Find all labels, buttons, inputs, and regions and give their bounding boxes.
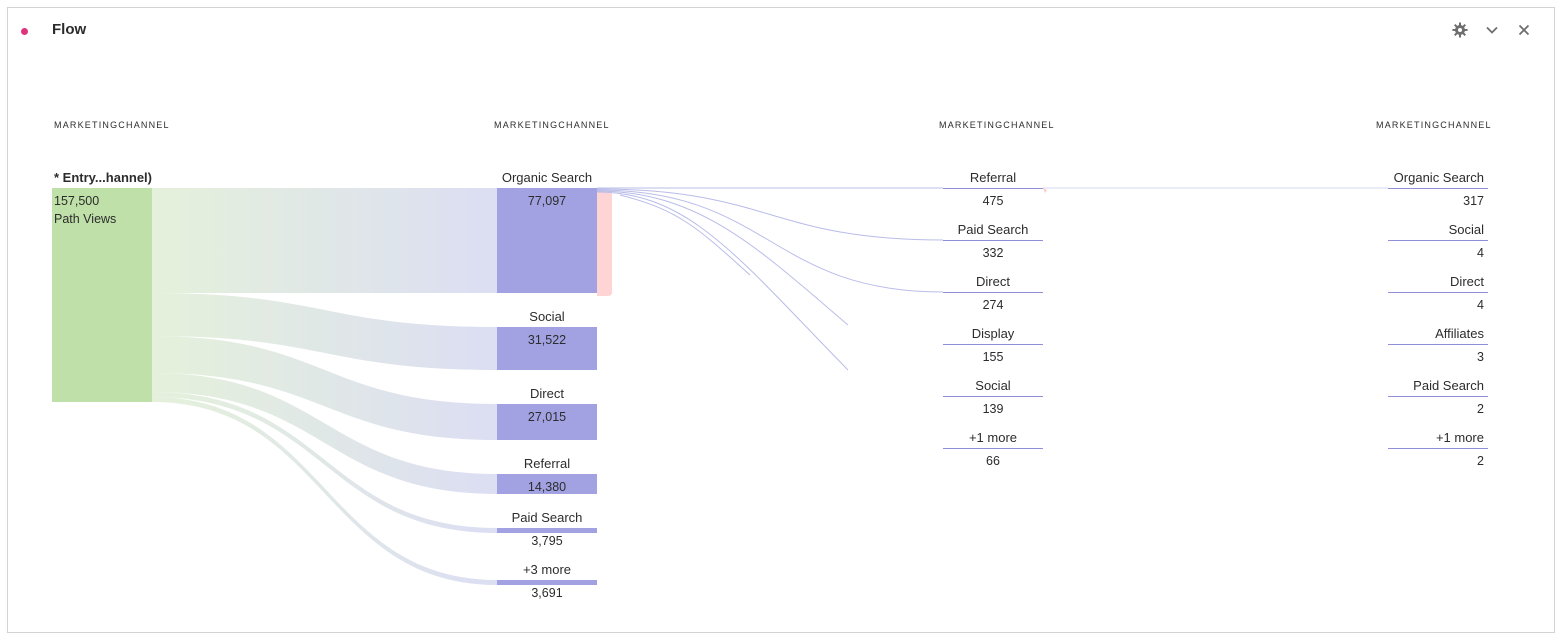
step1-node-value: 14,380 <box>527 480 567 494</box>
entry-node-value: 157,500 <box>54 194 100 208</box>
step2-node-referral[interactable] <box>943 188 1043 189</box>
flow-organic-more[interactable] <box>619 194 751 276</box>
flow-entry-referral[interactable] <box>152 373 497 494</box>
step3-node-value: 4 <box>1477 246 1484 260</box>
panel-status-dot <box>21 28 28 35</box>
entry-node-label: * Entry...hannel) <box>54 170 152 185</box>
step3-node-value: 3 <box>1477 350 1484 364</box>
step1-node-value: 3,691 <box>531 586 563 600</box>
column-header-2: MARKETINGCHANNEL <box>494 120 610 130</box>
flow-organic-social[interactable] <box>596 191 849 371</box>
close-icon[interactable] <box>1514 20 1534 40</box>
step1-node-value: 31,522 <box>527 333 567 347</box>
step1-node-label: Organic Search <box>501 170 593 185</box>
step1-node-value: 77,097 <box>527 194 567 208</box>
step3-node-direct[interactable] <box>1388 292 1488 293</box>
panel-title: Flow <box>52 21 87 38</box>
step2-node-value: 475 <box>982 194 1004 208</box>
step2-node-paid-search[interactable] <box>943 240 1043 241</box>
step1-node-more[interactable] <box>497 580 597 585</box>
flow-entry-direct[interactable] <box>152 336 497 440</box>
flow-exit-referral[interactable] <box>1043 188 1047 193</box>
step2-node-value: 155 <box>982 350 1004 364</box>
step2-node-value: 139 <box>982 402 1004 416</box>
step1-node-paid-search[interactable] <box>497 528 597 533</box>
step1-node-direct[interactable] <box>497 404 597 440</box>
step2-node-label: Social <box>975 378 1011 393</box>
flow-entry-organic-search[interactable] <box>152 188 497 293</box>
step2-node-social[interactable] <box>943 396 1043 397</box>
step2-node-label: Paid Search <box>957 222 1029 237</box>
step1-node-label: +3 more <box>522 562 572 577</box>
step3-node-label: Paid Search <box>1413 378 1484 393</box>
step3-node-value: 2 <box>1477 454 1484 468</box>
step3-node-value: 317 <box>1463 194 1484 208</box>
column-header-1: MARKETINGCHANNEL <box>54 120 170 130</box>
flow-entry-social[interactable] <box>152 293 497 370</box>
step3-node-label: +1 more <box>1435 430 1484 445</box>
column-header-3: MARKETINGCHANNEL <box>939 120 1055 130</box>
step3-node-label: Direct <box>1450 274 1484 289</box>
step2-node-direct[interactable] <box>943 292 1043 293</box>
step1-node-label: Direct <box>530 386 564 401</box>
flow-organic-display[interactable] <box>596 190 849 326</box>
flow-entry-more[interactable] <box>152 397 497 585</box>
entry-node[interactable] <box>52 188 152 402</box>
step2-node-label: +1 more <box>968 430 1018 445</box>
step2-node-value: 274 <box>982 298 1004 312</box>
step3-node-affiliates[interactable] <box>1388 344 1488 345</box>
step3-node-paid-search[interactable] <box>1388 396 1488 397</box>
flow-organic-paid-search[interactable] <box>596 188 944 241</box>
step3-node-social[interactable] <box>1388 240 1488 241</box>
flow-organic-direct[interactable] <box>596 189 944 293</box>
step1-node-label: Social <box>529 309 565 324</box>
step1-node-value: 27,015 <box>527 410 567 424</box>
step3-node-label: Organic Search <box>1393 170 1484 185</box>
step2-node-more[interactable] <box>943 448 1043 449</box>
step2-node-value: 66 <box>986 454 1000 468</box>
step2-node-display[interactable] <box>943 344 1043 345</box>
step3-node-label: Affiliates <box>1435 326 1484 341</box>
flow-entry-paid-search[interactable] <box>152 392 497 533</box>
step2-node-label: Referral <box>969 170 1017 185</box>
step1-node-label: Paid Search <box>511 510 583 525</box>
step2-node-label: Display <box>971 326 1015 341</box>
step3-node-value: 2 <box>1477 402 1484 416</box>
step3-node-label: Social <box>1448 222 1484 237</box>
column-header-4: MARKETINGCHANNEL <box>1376 120 1492 130</box>
step2-node-value: 332 <box>982 246 1004 260</box>
step3-node-value: 4 <box>1477 298 1484 312</box>
step1-node-organic-search[interactable] <box>497 188 597 293</box>
step3-node-more[interactable] <box>1388 448 1488 449</box>
step1-node-label: Referral <box>523 456 571 471</box>
gear-icon[interactable] <box>1450 20 1470 40</box>
chevron-down-icon[interactable] <box>1482 20 1502 40</box>
step1-node-referral[interactable] <box>497 474 597 494</box>
step2-node-label: Direct <box>976 274 1010 289</box>
entry-node-unit: Path Views <box>54 212 117 226</box>
flow-exit-organic-search[interactable] <box>597 190 612 296</box>
step1-node-value: 3,795 <box>531 534 563 548</box>
step3-node-organic-search[interactable] <box>1388 188 1488 189</box>
step1-node-social[interactable] <box>497 327 597 370</box>
